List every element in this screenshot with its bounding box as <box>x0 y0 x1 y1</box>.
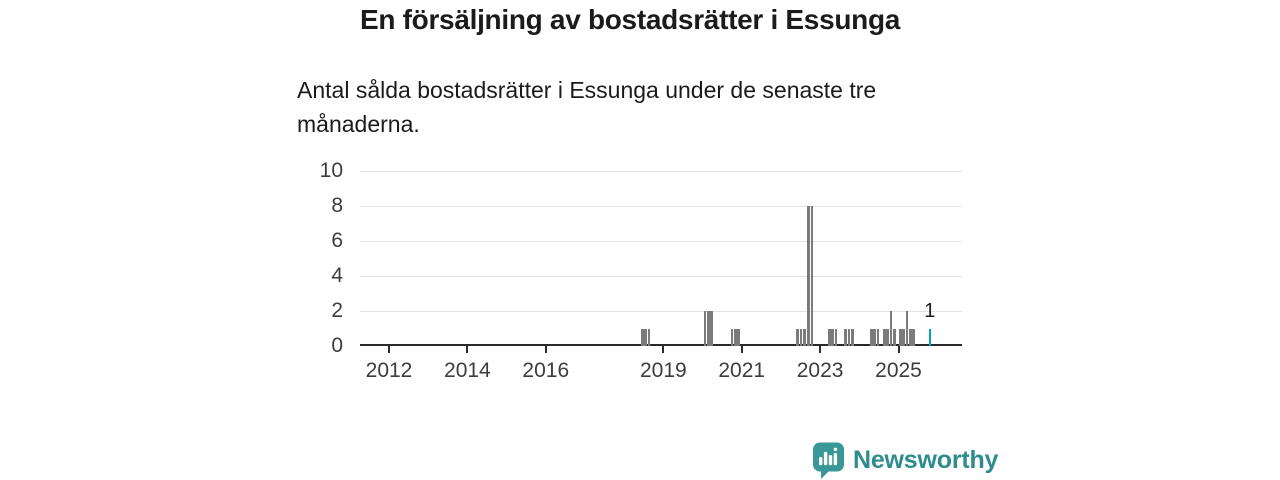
chart-subtitle: Antal sålda bostadsrätter i Essunga unde… <box>297 73 965 141</box>
bar <box>831 328 834 346</box>
bar <box>844 328 848 346</box>
bar <box>886 328 890 346</box>
bar <box>899 328 902 346</box>
bar <box>902 328 906 346</box>
bar <box>873 328 877 346</box>
x-axis-line <box>360 344 962 346</box>
bar-chart-plot-area: 0 2 4 6 8 10 2012 2014 2016 2019 2021 2023 2025 1 <box>296 0 964 480</box>
bar <box>870 328 873 346</box>
y-axis-tick-label: 8 <box>331 194 343 217</box>
subtitle-line-2: månaderna. <box>297 111 420 137</box>
bar <box>909 328 912 346</box>
bar <box>807 206 811 346</box>
chart-figure: En försäljning av bostadsrätter i Essung… <box>296 0 964 480</box>
y-axis-tick-label: 10 <box>319 159 343 182</box>
x-axis-tick-label: 2019 <box>639 359 687 382</box>
x-axis-tick <box>466 346 469 353</box>
bar <box>733 328 737 346</box>
bar <box>889 311 893 346</box>
newsworthy-brand-name: Newsworthy <box>853 446 999 474</box>
bar <box>905 311 909 346</box>
bar <box>647 328 651 346</box>
bar <box>847 328 851 346</box>
y-axis-tick-label: 6 <box>331 229 343 252</box>
bar <box>644 328 647 346</box>
bar <box>710 311 714 346</box>
bar <box>834 328 838 346</box>
x-axis-tick-label: 2023 <box>796 359 844 382</box>
bar <box>799 328 803 346</box>
gridline-y-2 <box>360 311 962 312</box>
latest-period-bar <box>928 328 932 346</box>
x-axis-tick <box>740 346 743 353</box>
bar <box>803 328 806 346</box>
bar <box>876 328 880 346</box>
bar <box>893 328 896 346</box>
subtitle-line-1: Antal sålda bostadsrätter i Essunga unde… <box>297 77 877 103</box>
bar <box>883 328 886 346</box>
bar <box>730 328 734 346</box>
x-axis-tick <box>897 346 900 353</box>
x-axis-tick <box>388 346 390 353</box>
bar <box>912 328 916 346</box>
x-axis-tick-label: 2021 <box>718 359 766 382</box>
latest-value-label: 1 <box>924 300 936 322</box>
gridline-y-4 <box>360 276 962 277</box>
gridline-y-6 <box>360 241 962 242</box>
newsworthy-brand-link[interactable]: Newsworthy <box>812 442 998 479</box>
chart-title: En försäljning av bostadsrätter i Essung… <box>359 4 901 35</box>
x-axis-tick <box>544 346 547 353</box>
bar <box>640 328 644 346</box>
bar <box>851 328 854 346</box>
x-axis-tick <box>819 346 822 353</box>
gridline-y-10 <box>360 171 962 172</box>
bar <box>703 311 707 346</box>
gridline-y-8 <box>360 206 962 207</box>
bar <box>796 328 800 346</box>
bar <box>737 328 740 346</box>
bar <box>827 328 831 346</box>
bar <box>810 206 814 346</box>
bar <box>707 311 710 346</box>
newsworthy-speech-bubble-chart-icon <box>813 442 844 479</box>
x-axis-tick-label: 2012 <box>365 359 413 382</box>
x-axis-tick-label: 2025 <box>875 359 922 382</box>
y-axis-tick-label: 0 <box>331 334 343 357</box>
x-axis-tick <box>662 346 665 353</box>
x-axis-tick-label: 2016 <box>522 359 570 382</box>
y-axis-tick-label: 4 <box>331 264 343 287</box>
y-axis-tick-label: 2 <box>331 299 343 322</box>
x-axis-tick-label: 2014 <box>444 359 491 382</box>
